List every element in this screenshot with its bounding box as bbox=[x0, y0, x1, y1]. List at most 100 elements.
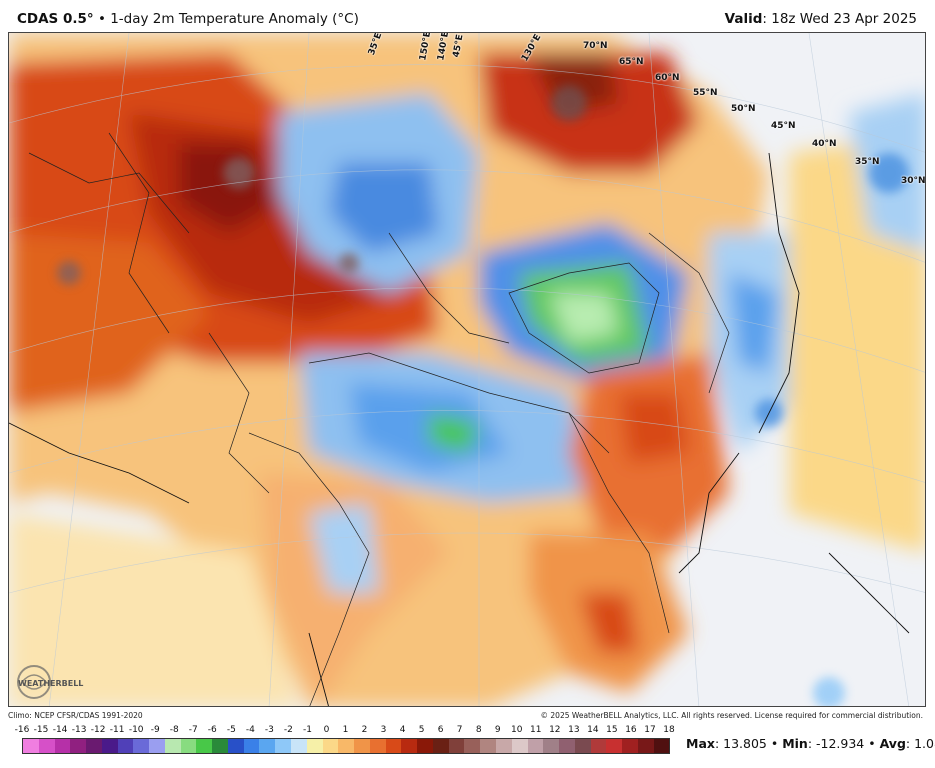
colorbar-swatch bbox=[86, 739, 102, 753]
colorbar-tick-label: -13 bbox=[71, 725, 87, 735]
colorbar-swatch bbox=[448, 739, 465, 753]
valid-value: : 18z Wed 23 Apr 2025 bbox=[762, 11, 917, 27]
colorbar-swatch bbox=[543, 739, 560, 753]
colorbar-swatch bbox=[653, 739, 670, 753]
lat-label-35: 35°N bbox=[855, 157, 880, 167]
copyright-note: © 2025 WeatherBELL Analytics, LLC. All r… bbox=[540, 711, 923, 720]
max-value: : 13.805 • bbox=[714, 736, 783, 751]
colorbar-tick-label: -7 bbox=[188, 725, 198, 735]
colorbar-swatch bbox=[180, 739, 197, 753]
colorbar-tick-label: -4 bbox=[245, 725, 255, 735]
lat-label-65: 65°N bbox=[619, 57, 644, 67]
colorbar-swatch bbox=[291, 739, 307, 753]
colorbar-tick-label: 6 bbox=[437, 725, 444, 735]
lat-label-30: 30°N bbox=[901, 176, 926, 186]
colorbar-tick-label: -15 bbox=[33, 725, 49, 735]
colorbar-tick-label: -2 bbox=[283, 725, 293, 735]
valid-time: Valid: 18z Wed 23 Apr 2025 bbox=[725, 11, 917, 27]
colorbar-swatch bbox=[495, 739, 512, 753]
colorbar-tick-label: 0 bbox=[323, 725, 330, 735]
header: CDAS 0.5° • 1-day 2m Temperature Anomaly… bbox=[0, 0, 935, 32]
colorbar-tick-label: 9 bbox=[494, 725, 501, 735]
lat-label-50: 50°N bbox=[731, 104, 756, 114]
colorbar-tick-label: 17 bbox=[644, 725, 656, 735]
valid-label: Valid bbox=[724, 11, 763, 27]
colorbar-swatch bbox=[511, 739, 528, 753]
colorbar-tick-label: 18 bbox=[663, 725, 675, 735]
colorbar-tick-label: 3 bbox=[380, 725, 387, 735]
colorbar-swatch bbox=[23, 739, 39, 753]
colorbar-swatch bbox=[70, 739, 87, 753]
colorbar-tick-label: 11 bbox=[530, 725, 542, 735]
colorbar-tick-label: 5 bbox=[418, 725, 425, 735]
colorbar-ticks: -16 -15 -14 -13 -12 -11 -10 -9 -8 -7 -6 -5 -4 -3 -2 -1 0… bbox=[15, 725, 675, 737]
colorbar-swatch bbox=[369, 739, 386, 753]
colorbar-tick-label: 16 bbox=[625, 725, 637, 735]
climo-note: Climo: NCEP CFSR/CDAS 1991-2020 bbox=[8, 711, 143, 720]
colorbar-tick-label: -6 bbox=[207, 725, 217, 735]
colorbar-swatch bbox=[622, 739, 638, 753]
lat-label-40: 40°N bbox=[812, 139, 837, 149]
colorbar-tick-label: 8 bbox=[475, 725, 482, 735]
lat-label-45: 45°N bbox=[771, 121, 796, 131]
map-subtitle: • 1-day 2m Temperature Anomaly (°C) bbox=[97, 11, 359, 27]
map-canvas bbox=[9, 33, 925, 706]
colorbar-swatch bbox=[559, 739, 575, 753]
colorbar-swatch bbox=[574, 739, 591, 753]
colorbar-swatch bbox=[590, 739, 607, 753]
colorbar-swatch bbox=[133, 739, 150, 753]
colorbar bbox=[22, 738, 671, 754]
colorbar-tick-label: -8 bbox=[169, 725, 179, 735]
lat-label-60: 60°N bbox=[655, 73, 680, 83]
colorbar-tick-label: 4 bbox=[399, 725, 406, 735]
colorbar-tick-label: 15 bbox=[606, 725, 618, 735]
product-name: CDAS 0.5 bbox=[17, 11, 87, 27]
colorbar-tick-label: -14 bbox=[52, 725, 68, 735]
max-label: Max bbox=[686, 736, 715, 751]
colorbar-swatch bbox=[38, 739, 55, 753]
lat-label-55: 55°N bbox=[693, 88, 718, 98]
logo-text: WEATHERBELL bbox=[18, 679, 83, 688]
colorbar-swatch bbox=[637, 739, 654, 753]
avg-label: Avg bbox=[879, 736, 906, 751]
stats: Max: 13.805 • Min: -12.934 • Avg: 1.083 bbox=[686, 736, 935, 751]
colorbar-swatch bbox=[54, 739, 71, 753]
lat-label-70: 70°N bbox=[583, 41, 608, 51]
colorbar-tick-label: -11 bbox=[109, 725, 125, 735]
colorbar-swatch bbox=[227, 739, 244, 753]
colorbar-swatch bbox=[464, 739, 481, 753]
colorbar-tick-label: 10 bbox=[511, 725, 523, 735]
colorbar-tick-label: -3 bbox=[264, 725, 274, 735]
colorbar-swatch bbox=[401, 739, 418, 753]
colorbar-swatch bbox=[101, 739, 118, 753]
colorbar-tick-label: -12 bbox=[90, 725, 106, 735]
colorbar-swatch bbox=[212, 739, 228, 753]
avg-value: : 1.083 bbox=[905, 736, 935, 751]
anomaly-map: 70°N 65°N 60°N 55°N 50°N 45°N 40°N 35°N … bbox=[8, 32, 926, 707]
map-title: CDAS 0.5° • 1-day 2m Temperature Anomaly… bbox=[17, 11, 359, 27]
colorbar-swatch bbox=[243, 739, 260, 753]
colorbar-swatch bbox=[527, 739, 544, 753]
colorbar-tick-label: -1 bbox=[302, 725, 312, 735]
weatherbell-swirl-icon: WEATHERBELL bbox=[17, 665, 83, 699]
colorbar-tick-label: -10 bbox=[128, 725, 144, 735]
colorbar-swatch bbox=[338, 739, 355, 753]
colorbar-swatch bbox=[149, 739, 165, 753]
colorbar-swatch bbox=[322, 739, 339, 753]
colorbar-swatch bbox=[606, 739, 623, 753]
colorbar-tick-label: 14 bbox=[587, 725, 599, 735]
colorbar-swatch bbox=[164, 739, 181, 753]
colorbar-tick-label: 13 bbox=[568, 725, 580, 735]
colorbar-tick-label: 2 bbox=[361, 725, 368, 735]
colorbar-tick-label: 12 bbox=[549, 725, 561, 735]
colorbar-swatch bbox=[354, 739, 370, 753]
colorbar-swatch bbox=[275, 739, 292, 753]
colorbar-swatch bbox=[385, 739, 402, 753]
min-value: : -12.934 • bbox=[807, 736, 880, 751]
colorbar-tick-label: -5 bbox=[226, 725, 236, 735]
min-label: Min bbox=[782, 736, 808, 751]
colorbar-swatch bbox=[117, 739, 134, 753]
colorbar-swatch bbox=[196, 739, 213, 753]
colorbar-swatch bbox=[432, 739, 449, 753]
colorbar-tick-label: 7 bbox=[456, 725, 463, 735]
